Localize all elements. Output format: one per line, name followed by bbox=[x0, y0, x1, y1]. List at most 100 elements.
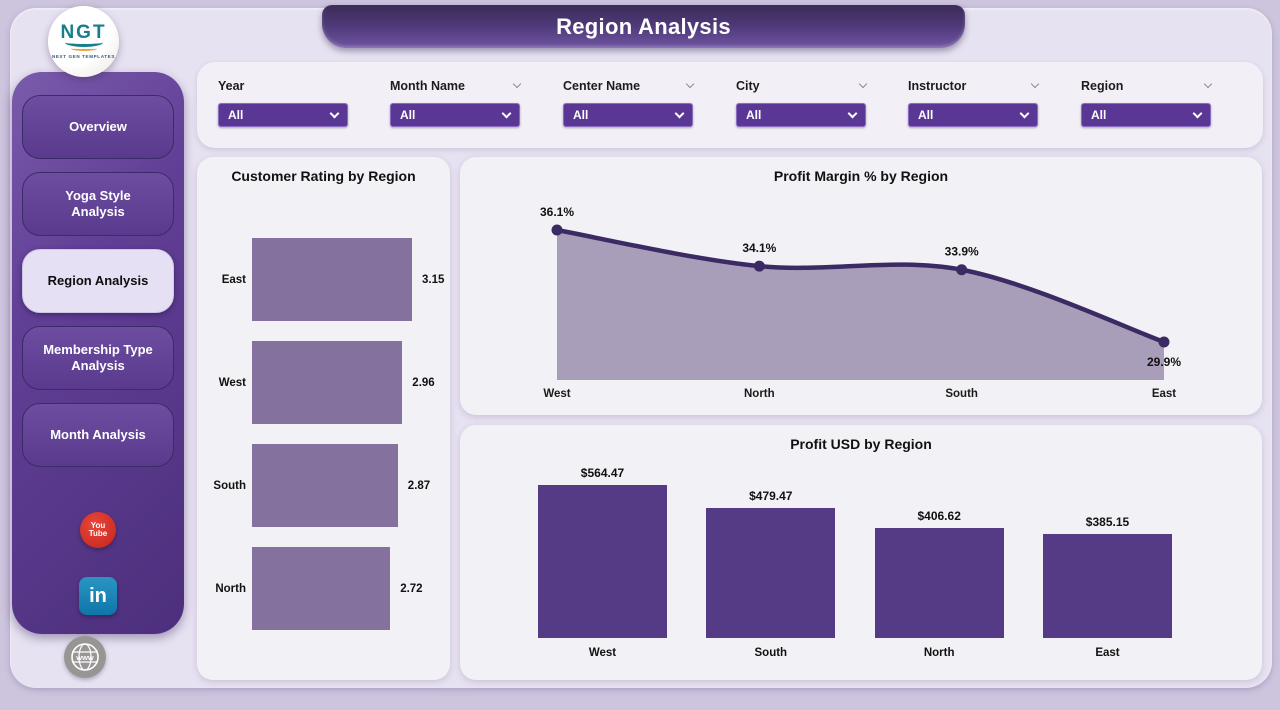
social-icons: You Tube in bbox=[79, 512, 117, 615]
value-label: $564.47 bbox=[580, 466, 625, 480]
category-label: East bbox=[1152, 388, 1176, 400]
value-label: 29.9% bbox=[1147, 355, 1181, 369]
sidebar-item-yoga-style-analysis[interactable]: Yoga Style Analysis bbox=[22, 172, 174, 236]
filter-instructor: Instructor All bbox=[908, 77, 1040, 127]
value-label: $385.15 bbox=[1085, 514, 1130, 529]
sidebar-item-membership-type-analysis[interactable]: Membership Type Analysis bbox=[22, 326, 174, 390]
sidebar-buttons: Overview Yoga Style Analysis Region Analys… bbox=[22, 95, 174, 480]
chevron-down-icon[interactable] bbox=[858, 79, 868, 89]
data-point-south[interactable] bbox=[956, 264, 968, 276]
filter-value: All bbox=[746, 108, 762, 122]
chevron-down-icon[interactable] bbox=[512, 79, 522, 89]
sidebar-item-month-analysis[interactable]: Month Analysis bbox=[22, 403, 174, 467]
page-title: Region Analysis bbox=[556, 13, 731, 39]
data-point-west[interactable] bbox=[551, 224, 563, 236]
filter-year-dropdown[interactable]: All bbox=[218, 103, 348, 127]
chevron-down-icon[interactable] bbox=[685, 79, 695, 89]
filter-city-dropdown[interactable]: All bbox=[736, 103, 866, 127]
filter-value: All bbox=[1091, 108, 1107, 122]
data-point-north[interactable] bbox=[753, 260, 765, 272]
chevron-down-icon bbox=[847, 108, 858, 118]
category-label: South bbox=[213, 479, 246, 492]
profit-margin-panel: Profit Margin % by Region 36.1% West 34.1%… bbox=[460, 157, 1262, 415]
profit-margin-title: Profit Margin % by Region bbox=[773, 168, 949, 184]
category-label: North bbox=[215, 582, 246, 595]
value-label: $406.62 bbox=[917, 508, 961, 523]
filter-label: Center Name bbox=[563, 79, 641, 93]
usd-column-east: $385.15 bbox=[1043, 515, 1172, 638]
filter-region-dropdown[interactable]: All bbox=[1081, 103, 1211, 127]
value-label: 2.96 bbox=[412, 376, 435, 389]
filter-value: All bbox=[400, 108, 416, 122]
filter-label: Month Name bbox=[390, 79, 465, 93]
svg-text:www: www bbox=[75, 653, 94, 662]
filter-label: Year bbox=[218, 79, 245, 93]
usd-bar-east[interactable] bbox=[1043, 533, 1172, 638]
usd-column-south: $479.47 bbox=[706, 489, 836, 638]
customer-rating-title: Customer Rating by Region bbox=[231, 168, 416, 184]
category-label: East bbox=[1095, 647, 1120, 659]
usd-bar-south[interactable] bbox=[706, 508, 836, 638]
filter-center-name: Center Name All bbox=[563, 77, 695, 127]
logo-text: NGT bbox=[60, 22, 107, 43]
filter-label: City bbox=[736, 79, 760, 93]
category-label: East bbox=[221, 273, 246, 286]
rating-bar-west[interactable] bbox=[252, 341, 403, 424]
value-label: 2.72 bbox=[400, 582, 423, 595]
chevron-down-icon bbox=[501, 108, 512, 118]
data-point-east[interactable] bbox=[1158, 336, 1170, 348]
logo-swoosh2-icon bbox=[70, 46, 97, 51]
category-label: West bbox=[218, 376, 246, 389]
rating-row-south: South 2.87 bbox=[209, 444, 442, 527]
website-globe-icon[interactable]: www bbox=[64, 636, 106, 678]
rating-bar-east[interactable] bbox=[252, 238, 412, 321]
chevron-down-icon[interactable] bbox=[1203, 79, 1213, 89]
filter-center-name-dropdown[interactable]: All bbox=[563, 103, 693, 127]
filter-month-name: Month Name All bbox=[390, 77, 522, 127]
category-label: South bbox=[945, 388, 978, 400]
header-banner: Region Analysis bbox=[322, 5, 965, 48]
filter-label: Instructor bbox=[908, 79, 967, 93]
rating-row-east: East 3.15 bbox=[209, 238, 444, 321]
sidebar-item-region-analysis[interactable]: Region Analysis bbox=[22, 249, 174, 313]
value-label: 34.1% bbox=[742, 241, 776, 255]
usd-bar-west[interactable] bbox=[538, 485, 667, 638]
filter-instructor-dropdown[interactable]: All bbox=[908, 103, 1038, 127]
filter-label: Region bbox=[1081, 79, 1124, 93]
filter-value: All bbox=[573, 108, 589, 122]
rating-row-north: North 2.72 bbox=[209, 547, 442, 630]
chevron-down-icon bbox=[1192, 108, 1203, 118]
category-label: West bbox=[588, 647, 617, 659]
category-label: South bbox=[754, 647, 788, 659]
filter-month-name-dropdown[interactable]: All bbox=[390, 103, 520, 127]
sidebar-nav: Overview Yoga Style Analysis Region Analys… bbox=[12, 72, 184, 634]
youtube-icon[interactable]: You Tube bbox=[80, 512, 116, 548]
sidebar-item-overview[interactable]: Overview bbox=[22, 95, 174, 159]
filter-region: Region All bbox=[1081, 77, 1213, 127]
filter-city: City All bbox=[736, 77, 868, 127]
usd-bar-north[interactable] bbox=[874, 527, 1004, 638]
company-logo: NGT NEXT GEN TEMPLATES bbox=[48, 6, 119, 77]
chevron-down-icon bbox=[1019, 108, 1030, 118]
value-label: 36.1% bbox=[540, 205, 574, 219]
linkedin-text: in bbox=[89, 584, 107, 607]
youtube-line2: Tube bbox=[88, 529, 108, 538]
value-label: 2.87 bbox=[407, 479, 431, 492]
linkedin-icon[interactable]: in bbox=[79, 577, 117, 615]
area-fill[interactable] bbox=[557, 230, 1164, 380]
category-label: North bbox=[744, 388, 775, 400]
chevron-down-icon bbox=[329, 108, 340, 118]
filter-value: All bbox=[918, 108, 934, 122]
category-label: West bbox=[543, 388, 570, 400]
customer-rating-panel: Customer Rating by Region East 3.15 West 2.… bbox=[197, 157, 450, 680]
value-label: 33.9% bbox=[945, 245, 979, 259]
trend-line bbox=[554, 227, 1167, 345]
profit-usd-panel: Profit USD by Region $564.47 West $479.47 S… bbox=[460, 425, 1262, 680]
rating-bar-north[interactable] bbox=[252, 547, 391, 630]
chevron-down-icon[interactable] bbox=[1030, 79, 1040, 89]
usd-column-west: $564.47 bbox=[538, 466, 667, 638]
logo-subtext: NEXT GEN TEMPLATES bbox=[51, 54, 116, 59]
rating-row-west: West 2.96 bbox=[209, 341, 442, 424]
rating-bar-south[interactable] bbox=[252, 444, 398, 527]
